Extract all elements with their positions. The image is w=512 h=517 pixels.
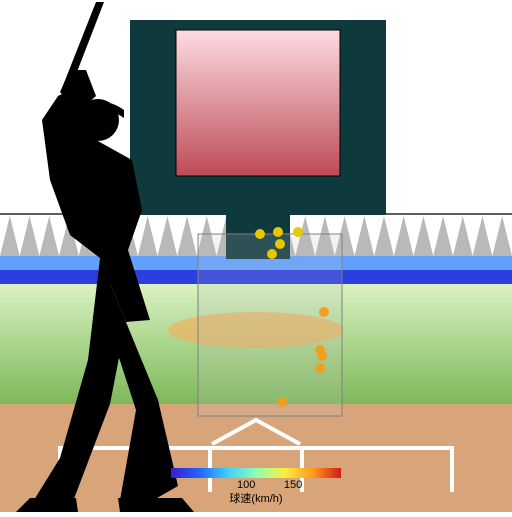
scoreboard-screen [176,30,340,176]
strike-zone [198,234,342,416]
stadium-scene [0,0,512,512]
pitch-point [273,227,283,237]
pitch-point [267,249,277,259]
pitch-point [319,307,329,317]
pitch-point [293,227,303,237]
pitch-point [315,363,325,373]
pitch-point [255,229,265,239]
speed-legend: 100 150 球速(km/h) [171,468,341,506]
legend-gradient-bar [171,468,341,478]
legend-label: 球速(km/h) [171,490,341,506]
pitch-point [317,351,327,361]
pitch-point [275,239,285,249]
legend-tick: 150 [284,479,302,491]
pitch-point [277,397,287,407]
